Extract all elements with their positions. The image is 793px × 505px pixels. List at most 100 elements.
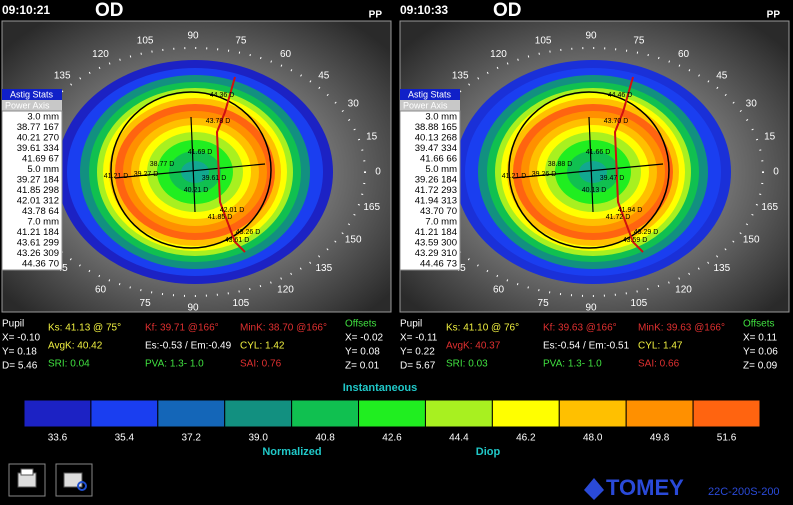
pupil-info: Y= 0.22 xyxy=(400,347,435,358)
table-row: 41.85 298 xyxy=(17,185,59,196)
map-zone xyxy=(181,161,209,183)
map-value: 43.26 D xyxy=(236,229,261,236)
pupil-info: X= -0.11 xyxy=(400,333,438,344)
print-preview-button[interactable] xyxy=(55,463,93,497)
table-row: 43.26 309 xyxy=(17,248,59,259)
angle-label: 135 xyxy=(315,263,332,274)
k-stat: SAI: 0.76 xyxy=(240,359,282,370)
table-row: 43.59 300 xyxy=(415,238,457,249)
steep-axis xyxy=(215,76,246,253)
angle-label: 150 xyxy=(345,235,362,246)
map-value: 38.77 D xyxy=(150,161,175,168)
scale-label: 44.4 xyxy=(449,433,469,444)
table-row: 5.0 mm xyxy=(27,164,59,175)
k-stat: Ks: 41.10 @ 76° xyxy=(446,323,519,334)
version-code: 22C-200S-200 xyxy=(708,486,780,498)
exam-tag: PP xyxy=(369,10,383,21)
angle-label: 45 xyxy=(716,70,728,81)
map-value: 41.21 D xyxy=(104,173,129,180)
k-stat: AvgK: 40.42 xyxy=(48,341,103,352)
scale-label: 46.2 xyxy=(516,433,536,444)
angle-label: 75 xyxy=(140,298,152,309)
offset-info: Z= 0.01 xyxy=(345,361,380,372)
scale-label: 51.6 xyxy=(717,433,737,444)
k-stat: PVA: 1.3- 1.0 xyxy=(145,359,204,370)
map-value: 39.47 D xyxy=(600,175,625,182)
offset-info: Y= 0.08 xyxy=(345,347,380,358)
scale-right-label: Diop xyxy=(476,446,501,458)
angle-label: 60 xyxy=(678,49,690,60)
eye-side: OD xyxy=(493,0,522,21)
angle-label: 105 xyxy=(631,298,648,309)
k-stat: Kf: 39.63 @166° xyxy=(543,323,617,334)
angle-label: 90 xyxy=(585,303,597,314)
table-row: 44.36 70 xyxy=(22,259,59,270)
table-body xyxy=(399,110,461,271)
scale-swatch xyxy=(491,399,560,428)
offset-info: X= 0.11 xyxy=(743,333,777,344)
offset-info: Offsets xyxy=(345,319,377,330)
steep-axis xyxy=(613,76,644,253)
offset-info: Offsets xyxy=(743,319,775,330)
axis-line xyxy=(588,116,594,213)
table-row: 42.01 312 xyxy=(17,196,59,207)
scale-swatch xyxy=(90,399,159,428)
angle-label: 75 xyxy=(633,35,645,46)
table-header: Power Axis xyxy=(5,100,50,110)
table-row: 39.47 334 xyxy=(415,143,457,154)
map-value: 39.26 D xyxy=(532,171,557,178)
angle-label: 120 xyxy=(92,49,109,60)
scale-swatch xyxy=(424,399,493,428)
axis-line xyxy=(190,116,196,213)
table-row: 40.13 268 xyxy=(415,133,457,144)
angle-label: 120 xyxy=(277,284,294,295)
table-title-bg xyxy=(2,89,62,100)
map-value: 44.36 D xyxy=(210,92,235,99)
table-row: 43.29 310 xyxy=(415,248,457,259)
zone-circle xyxy=(110,91,272,249)
table-row: 7.0 mm xyxy=(27,217,59,228)
print-button[interactable] xyxy=(8,463,46,497)
pupil-info: D= 5.46 xyxy=(2,361,38,372)
printer-icon xyxy=(63,472,83,488)
scale-swatch xyxy=(224,399,293,428)
brand: TOMEY xyxy=(606,475,684,500)
table-row: 7.0 mm xyxy=(425,217,457,228)
pupil-info: D= 5.67 xyxy=(400,361,436,372)
map-value: 43.61 D xyxy=(225,237,250,244)
k-stat: MinK: 38.70 @166° xyxy=(240,323,327,334)
table-row: 43.61 299 xyxy=(17,238,59,249)
angle-label: 60 xyxy=(95,284,107,295)
table-row: 43.70 70 xyxy=(420,206,457,217)
scale-label: 33.6 xyxy=(48,433,68,444)
map-value: 39.27 D xyxy=(134,171,159,178)
offset-info: Z= 0.09 xyxy=(743,361,778,372)
angle-label: 150 xyxy=(743,235,760,246)
angle-label: 120 xyxy=(490,49,507,60)
k-stat: MinK: 39.63 @166° xyxy=(638,323,725,334)
map-value: 40.21 D xyxy=(184,187,209,194)
map-value: 43.70 D xyxy=(604,118,629,125)
angle-label: 15 xyxy=(764,131,776,142)
k-stat: Es:-0.53 / Em:-0.49 xyxy=(145,341,232,352)
angle-label: 165 xyxy=(761,202,778,213)
map-value: 43.59 D xyxy=(623,237,648,244)
map-value: 43.29 D xyxy=(634,229,659,236)
scale-label: 49.8 xyxy=(650,433,670,444)
map-value: 41.85 D xyxy=(208,214,233,221)
table-row: 38.77 167 xyxy=(17,122,59,133)
table-header-bg xyxy=(400,100,460,111)
table-row: 39.27 184 xyxy=(17,175,59,186)
zone-circle xyxy=(508,91,670,249)
table-row: 38.88 165 xyxy=(415,122,457,133)
angle-label: 0 xyxy=(773,167,779,178)
angle-label: 60 xyxy=(493,284,505,295)
map-value: 41.66 D xyxy=(586,149,611,156)
angle-label: 45 xyxy=(318,70,330,81)
angle-label: 90 xyxy=(187,31,199,42)
map-value: 41.72 D xyxy=(606,214,631,221)
table-body xyxy=(1,110,63,271)
table-row: 41.94 313 xyxy=(415,196,457,207)
eye-side: OD xyxy=(95,0,124,21)
scale-swatch xyxy=(692,399,761,428)
